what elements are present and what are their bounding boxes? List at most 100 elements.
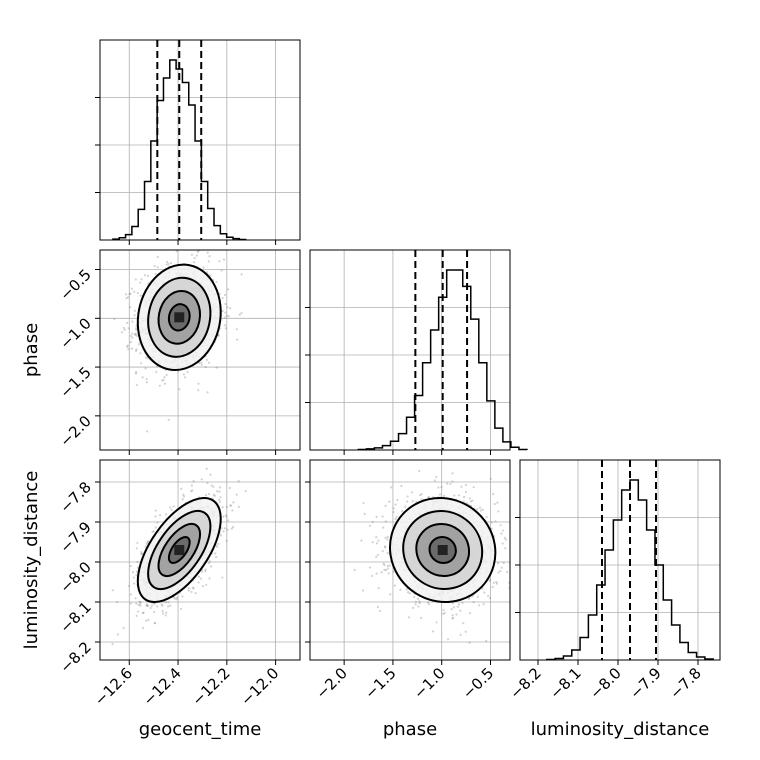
density-contour — [157, 289, 202, 345]
scatter-point — [229, 504, 233, 507]
scatter-point — [133, 290, 136, 293]
scatter-point — [360, 539, 363, 542]
scatter-point — [468, 497, 471, 500]
scatter-point — [156, 605, 159, 608]
scatter-point — [173, 597, 176, 600]
scatter-point — [459, 633, 462, 636]
scatter-point — [207, 260, 210, 263]
scatter-point — [462, 495, 466, 499]
panel-frame-luminosity-distance — [519, 459, 721, 661]
scatter-point — [442, 612, 445, 615]
scatter-point — [506, 570, 509, 574]
scatter-point — [218, 490, 221, 493]
scatter-point — [160, 603, 163, 606]
scatter-point — [94, 314, 96, 316]
histogram-phase — [357, 269, 528, 451]
scatter-point — [451, 480, 454, 483]
scatter-point — [162, 378, 165, 382]
scatter-point — [206, 391, 209, 394]
scatter-point — [129, 602, 133, 605]
panel-frame-geocent-time — [99, 39, 301, 241]
scatter-point — [210, 484, 213, 487]
scatter-point — [392, 570, 395, 573]
scatter-point — [511, 546, 513, 548]
x-tick-label-phase: −2.0 — [312, 664, 350, 702]
scatter-point — [218, 500, 222, 503]
scatter-point — [388, 500, 391, 503]
scatter-point — [222, 530, 225, 533]
scatter-point — [225, 505, 229, 509]
scatter-point — [419, 493, 422, 497]
scatter-point — [413, 595, 416, 599]
panel-frame-geocent-time-phase — [99, 249, 301, 451]
scatter-point — [146, 430, 149, 433]
scatter-point — [380, 571, 383, 574]
scatter-point — [500, 532, 503, 535]
scatter-point — [236, 338, 239, 341]
scatter-point — [155, 370, 158, 373]
scatter-point — [418, 602, 421, 605]
scatter-point — [165, 373, 168, 376]
scatter-point — [401, 510, 404, 513]
scatter-point — [232, 501, 235, 504]
x-tick-label-phase: −1.5 — [361, 664, 399, 702]
scatter-point — [137, 610, 140, 613]
scatter-point — [154, 272, 157, 275]
scatter-point — [172, 505, 175, 508]
scatter-point — [461, 601, 464, 605]
scatter-point — [362, 501, 365, 505]
scatter-point — [406, 591, 410, 594]
x-tick-label-luminosity-distance: −8.2 — [506, 664, 544, 702]
x-tick-label-luminosity-distance: −7.9 — [626, 664, 664, 702]
scatter-point — [440, 485, 443, 489]
density-geocent-time-phase — [94, 250, 243, 433]
scatter-point — [218, 260, 221, 263]
scatter-point — [420, 616, 423, 620]
scatter-point — [134, 333, 137, 337]
scatter-point — [156, 266, 159, 269]
scatter-point — [169, 506, 172, 509]
scatter-point — [205, 467, 208, 470]
scatter-point — [451, 617, 454, 620]
scatter-point — [468, 612, 472, 615]
scatter-point — [129, 564, 132, 568]
scatter-point — [199, 577, 203, 580]
x-tick-label-geocent-time: −12.0 — [237, 664, 282, 709]
scatter-point — [218, 498, 221, 501]
x-axis-label-luminosity-distance: luminosity_distance — [531, 719, 710, 740]
scatter-point — [129, 292, 132, 295]
scatter-point — [162, 612, 165, 615]
scatter-point — [499, 569, 502, 573]
scatter-point — [133, 309, 136, 312]
scatter-point — [140, 550, 143, 554]
scatter-point — [122, 326, 125, 330]
scatter-point — [384, 546, 387, 549]
scatter-point — [384, 536, 387, 540]
scatter-point — [451, 614, 454, 617]
scatter-point — [229, 504, 232, 507]
scatter-point — [175, 596, 179, 599]
scatter-point — [426, 601, 429, 604]
scatter-point — [140, 278, 143, 281]
scatter-point — [126, 345, 129, 348]
scatter-point — [393, 584, 397, 587]
scatter-point — [226, 306, 229, 309]
scatter-point — [144, 356, 148, 359]
scatter-point — [181, 595, 184, 598]
scatter-point — [491, 585, 494, 589]
scatter-point — [127, 327, 130, 330]
density-contour — [147, 276, 212, 358]
scatter-point — [499, 524, 502, 527]
scatter-point — [386, 538, 389, 541]
scatter-point — [135, 328, 138, 331]
scatter-point — [452, 606, 455, 609]
x-tick-label-phase: −1.0 — [410, 664, 448, 702]
scatter-point — [167, 601, 170, 604]
scatter-point — [140, 552, 143, 556]
scatter-point — [240, 312, 243, 315]
scatter-point — [190, 490, 193, 493]
scatter-point — [224, 316, 227, 319]
scatter-point — [202, 266, 205, 269]
scatter-point — [145, 381, 148, 384]
scatter-point — [450, 608, 453, 611]
